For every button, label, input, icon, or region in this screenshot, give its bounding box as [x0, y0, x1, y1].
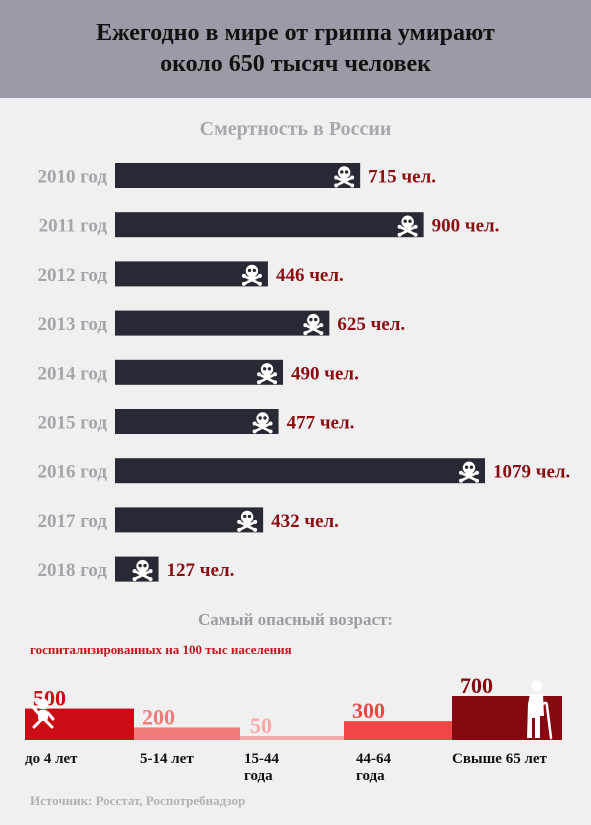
year-label: 2011 год: [39, 216, 108, 237]
year-label: 2014 год: [38, 363, 108, 384]
age-category-label: 44-64: [356, 751, 391, 767]
mortality-chart: 2010 год 715 чел. 2011 год 900 чел. 2012 год…: [38, 163, 570, 582]
mortality-bar: [115, 310, 330, 336]
age-category-label: года: [356, 768, 385, 784]
age-bar: [134, 727, 240, 740]
age-value-label: 700: [460, 673, 493, 698]
mortality-bar: [115, 458, 485, 484]
age-bar: [344, 721, 452, 740]
age-value-label: 500: [33, 686, 66, 711]
value-label: 1079 чел.: [493, 462, 570, 483]
skull-crossbones-icon: [132, 559, 153, 582]
page-title: Ежегодно в мире от гриппа умирают около …: [0, 18, 591, 80]
year-label: 2017 год: [38, 511, 108, 532]
age-bar: [240, 736, 344, 740]
skull-crossbones-icon: [334, 166, 355, 188]
age-value-label: 300: [352, 698, 385, 723]
skull-crossbones-icon: [397, 215, 418, 237]
skull-crossbones-icon: [241, 264, 262, 286]
age-category-label: до 4 лет: [25, 751, 78, 767]
year-label: 2015 год: [38, 413, 108, 434]
skull-crossbones-icon: [303, 313, 324, 336]
year-label: 2010 год: [38, 167, 108, 188]
age-category-label: Свыше 65 лет: [452, 751, 548, 767]
mortality-bar: [115, 409, 279, 434]
value-label: 490 чел.: [291, 363, 359, 384]
source-note: Источник: Росстат, Роспотребнадзор: [30, 793, 246, 808]
age-category-label: 15-44: [244, 751, 279, 767]
value-label: 715 чел.: [368, 167, 436, 188]
mortality-bar: [115, 212, 424, 238]
elderly-icon: [527, 680, 553, 740]
page-title-line-2: около 650 тысяч человек: [160, 51, 431, 77]
mortality-chart-title: Смертность в России: [199, 118, 392, 140]
year-label: 2012 год: [38, 265, 108, 286]
skull-crossbones-icon: [257, 363, 278, 385]
year-label: 2018 год: [38, 560, 108, 581]
age-chart-subtitle: госпитализированных на 100 тыс населения: [30, 642, 292, 657]
skull-crossbones-icon: [237, 510, 258, 532]
value-label: 127 чел.: [167, 560, 235, 581]
year-label: 2016 год: [38, 462, 108, 483]
skull-crossbones-icon: [459, 461, 479, 483]
page-title-line-1: Ежегодно в мире от гриппа умирают: [96, 20, 495, 46]
mortality-bar: [115, 359, 284, 385]
age-category-label: 5-14 лет: [140, 751, 194, 767]
value-label: 477 чел.: [287, 413, 355, 434]
baby-icon: [31, 698, 55, 729]
value-label: 900 чел.: [432, 216, 500, 237]
skull-crossbones-icon: [252, 412, 273, 434]
value-label: 432 чел.: [271, 511, 339, 532]
mortality-bar: [115, 163, 361, 188]
header-banner: Ежегодно в мире от гриппа умирают около …: [0, 0, 591, 98]
age-chart-title: Самый опасный возраст:: [197, 610, 394, 629]
mortality-bar: [115, 261, 268, 287]
year-label: 2013 год: [38, 314, 108, 335]
age-value-label: 50: [250, 713, 272, 738]
age-value-label: 200: [142, 704, 175, 729]
age-category-label: года: [244, 768, 273, 784]
value-label: 446 чел.: [276, 265, 344, 286]
value-label: 625 чел.: [337, 314, 405, 335]
